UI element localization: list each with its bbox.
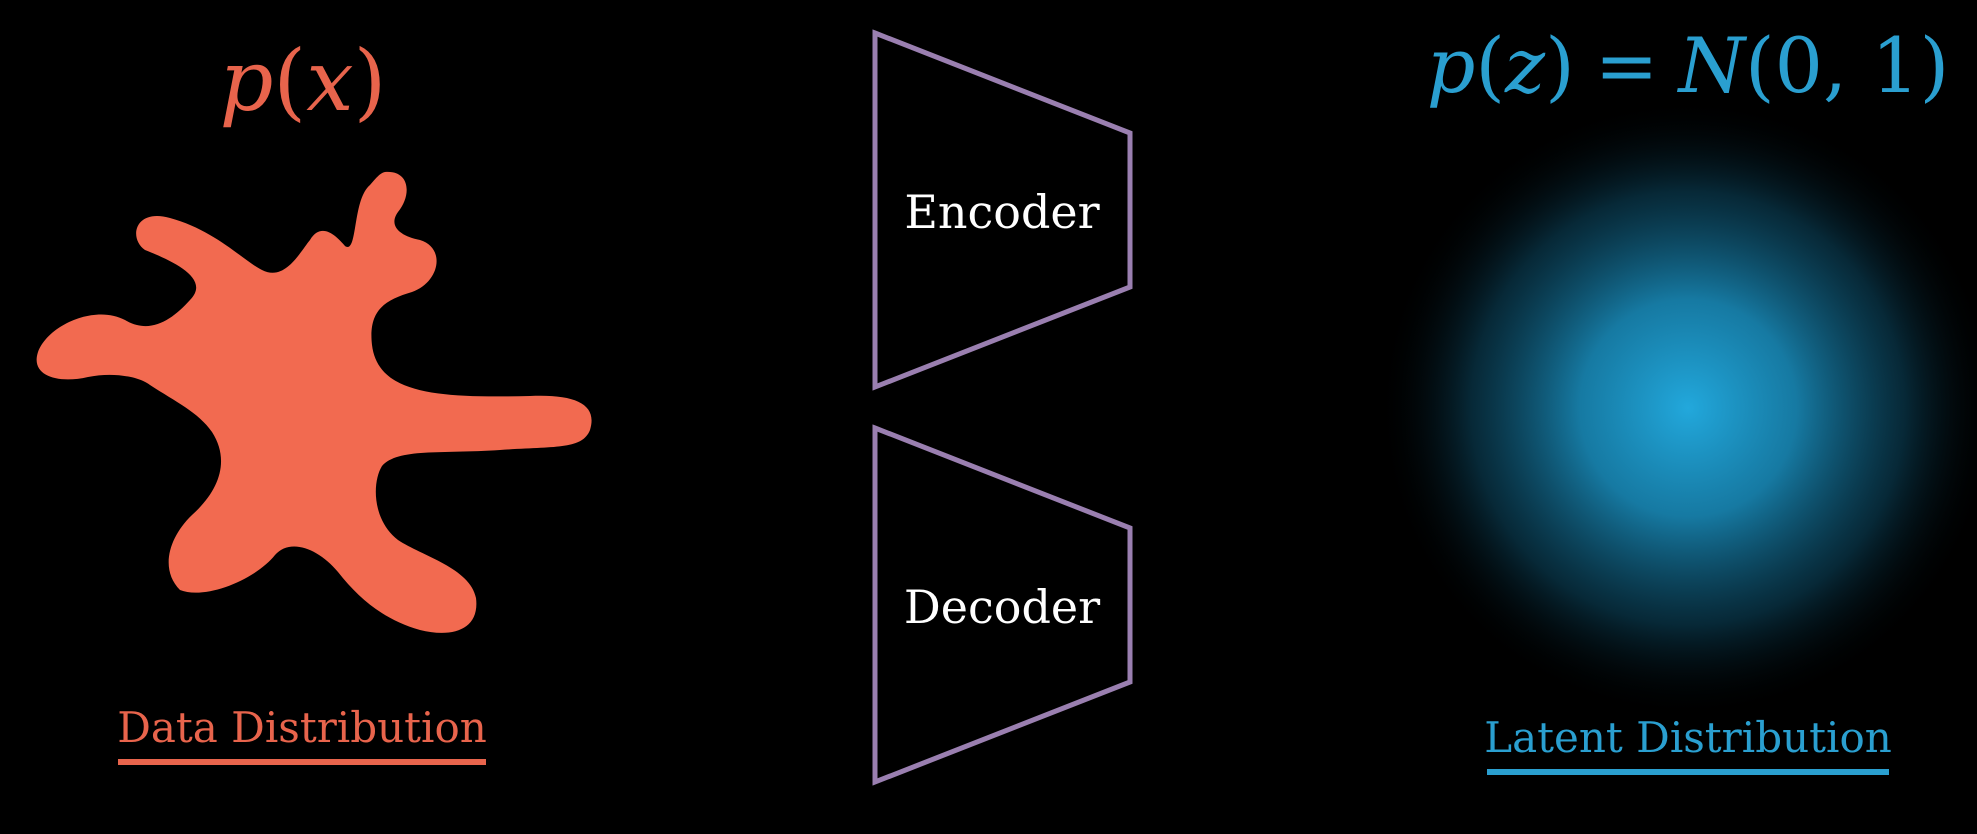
formula-open-paren: ( xyxy=(1475,21,1505,110)
formula-variable: z xyxy=(1504,21,1546,110)
encoder-block xyxy=(872,29,1133,391)
formula-variable: x xyxy=(306,32,353,130)
latent-distribution-caption: Latent Distribution xyxy=(1484,713,1892,762)
formula-close-paren: ) xyxy=(1545,21,1575,110)
formula-close-paren: ) xyxy=(354,32,387,130)
formula-params: (0, 1) xyxy=(1745,21,1949,110)
data-distribution-blob xyxy=(36,171,592,633)
latent-distribution-formula: p(z) = N(0, 1) xyxy=(1427,21,1950,110)
formula-equals: = xyxy=(1595,21,1659,110)
decoder-label: Decoder xyxy=(904,580,1100,634)
formula-func: p xyxy=(220,32,274,130)
formula-normal-symbol: N xyxy=(1676,21,1747,110)
encoder-label: Encoder xyxy=(904,185,1099,239)
data-distribution-formula: p(x) xyxy=(220,32,387,130)
latent-gaussian-glow xyxy=(1378,98,1977,718)
formula-open-paren: ( xyxy=(273,32,306,130)
decoder-block xyxy=(872,424,1133,786)
formula-func: p xyxy=(1427,21,1476,110)
data-distribution-caption: Data Distribution xyxy=(117,703,487,752)
